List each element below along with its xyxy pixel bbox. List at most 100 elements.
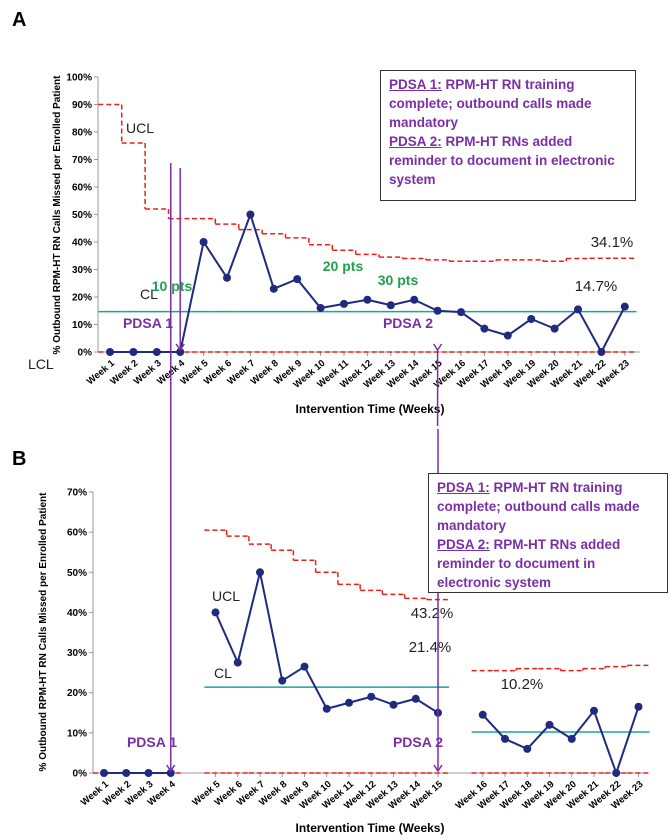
y-tick-label: 50% [72,210,92,221]
data-line [482,706,640,777]
y-axis-title: % Outbound RPM-HT RN Calls Missed per En… [38,492,49,772]
y-tick-label: 30% [67,648,87,659]
limit-label: UCL [126,120,154,136]
note-text: RPM-HT RNs added reminder to document in… [437,537,621,590]
data-point [144,769,153,777]
note-label: PDSA 1: [389,77,442,92]
data-point [322,704,331,713]
data-point [597,348,606,356]
note-entry: PDSA 1: RPM-HT RN training complete; out… [389,75,627,132]
annotation: 30 pts [378,272,419,288]
y-tick-label: 10% [67,728,87,739]
data-point [199,238,208,246]
data-point [545,720,554,729]
annotation: PDSA 2 [383,315,433,331]
data-point [612,769,621,777]
y-tick-label: 30% [72,265,92,276]
panel-label: A [12,9,26,31]
data-point [316,304,325,312]
pdsa-arrowhead [433,764,443,773]
data-point [478,710,487,719]
data-point [503,331,512,340]
limit-label: LCL [28,356,54,372]
y-tick-label: 0% [78,348,93,359]
annotation: 43.2% [411,605,454,622]
pdsa-note: PDSA 1: RPM-HT RN training complete; out… [380,70,636,201]
y-tick-label: 70% [72,155,92,166]
data-point [166,769,175,777]
data-point [211,608,220,617]
note-text: RPM-HT RN training complete; outbound ca… [389,77,592,130]
annotation: 10 pts [152,278,193,294]
data-point [389,700,398,709]
data-point [256,568,264,577]
data-point [480,324,489,333]
data-point [106,348,114,356]
limit-label: CL [140,286,158,302]
annotation: PDSA 2 [393,734,443,750]
annotation: 20 pts [323,258,364,274]
y-tick-label: 20% [67,688,87,699]
data-point [223,273,231,282]
data-point [278,676,287,685]
y-tick-label: 20% [72,293,92,304]
data-point [363,295,372,304]
annotation: 10.2% [501,676,544,693]
note-entry: PDSA 1: RPM-HT RN training complete; out… [437,478,659,535]
y-tick-label: 40% [72,238,92,249]
data-point [590,706,598,715]
data-point [100,769,108,777]
note-label: PDSA 2: [389,134,442,149]
y-tick-label: 60% [67,528,87,539]
data-point [634,702,643,711]
y-tick-label: 10% [72,320,92,331]
annotation: 34.1% [591,234,634,251]
data-point [300,662,309,671]
data-point [620,302,629,311]
data-line [214,572,439,714]
note-text: RPM-HT RNs added reminder to document in… [389,134,615,187]
y-tick-label: 60% [72,183,92,194]
data-point [233,658,242,667]
x-axis-title: Intervention Time (Weeks) [296,821,445,835]
pdsa-arrowhead [175,343,185,352]
data-point [246,210,255,219]
data-point [567,734,576,743]
y-tick-label: 40% [67,608,87,619]
data-point [345,698,353,707]
data-point [340,299,348,308]
annotation: PDSA 1 [127,734,177,750]
note-text: RPM-HT RN training complete; outbound ca… [437,480,640,533]
y-tick-label: 70% [67,488,87,499]
data-point [129,348,138,356]
data-point [550,324,559,333]
data-point [527,315,536,323]
y-tick-label: 90% [72,100,92,111]
y-tick-label: 80% [72,128,92,139]
note-entry: PDSA 2: RPM-HT RNs added reminder to doc… [437,535,659,592]
y-tick-label: 50% [67,568,87,579]
data-point [501,734,509,743]
data-point [122,769,131,777]
pdsa-note: PDSA 1: RPM-HT RN training complete; out… [428,473,668,593]
data-point [457,308,465,317]
data-point [176,348,185,356]
annotation: PDSA 1 [123,315,173,331]
data-point [433,306,442,315]
y-tick-label: 100% [66,73,92,84]
data-point [386,301,395,310]
annotation: 21.4% [409,639,452,656]
pdsa-arrowhead [432,343,443,352]
data-point [269,284,278,293]
data-point [523,744,532,753]
data-point [411,694,420,703]
data-point [367,692,376,701]
limit-label: UCL [212,588,240,604]
annotation: 14.7% [575,278,618,295]
note-label: PDSA 2: [437,537,490,552]
data-point [574,305,582,314]
limit-label: CL [214,665,232,681]
y-axis-title: % Outbound RPM-HT RN Calls Missed per En… [52,75,63,355]
note-entry: PDSA 2: RPM-HT RNs added reminder to doc… [389,132,627,189]
